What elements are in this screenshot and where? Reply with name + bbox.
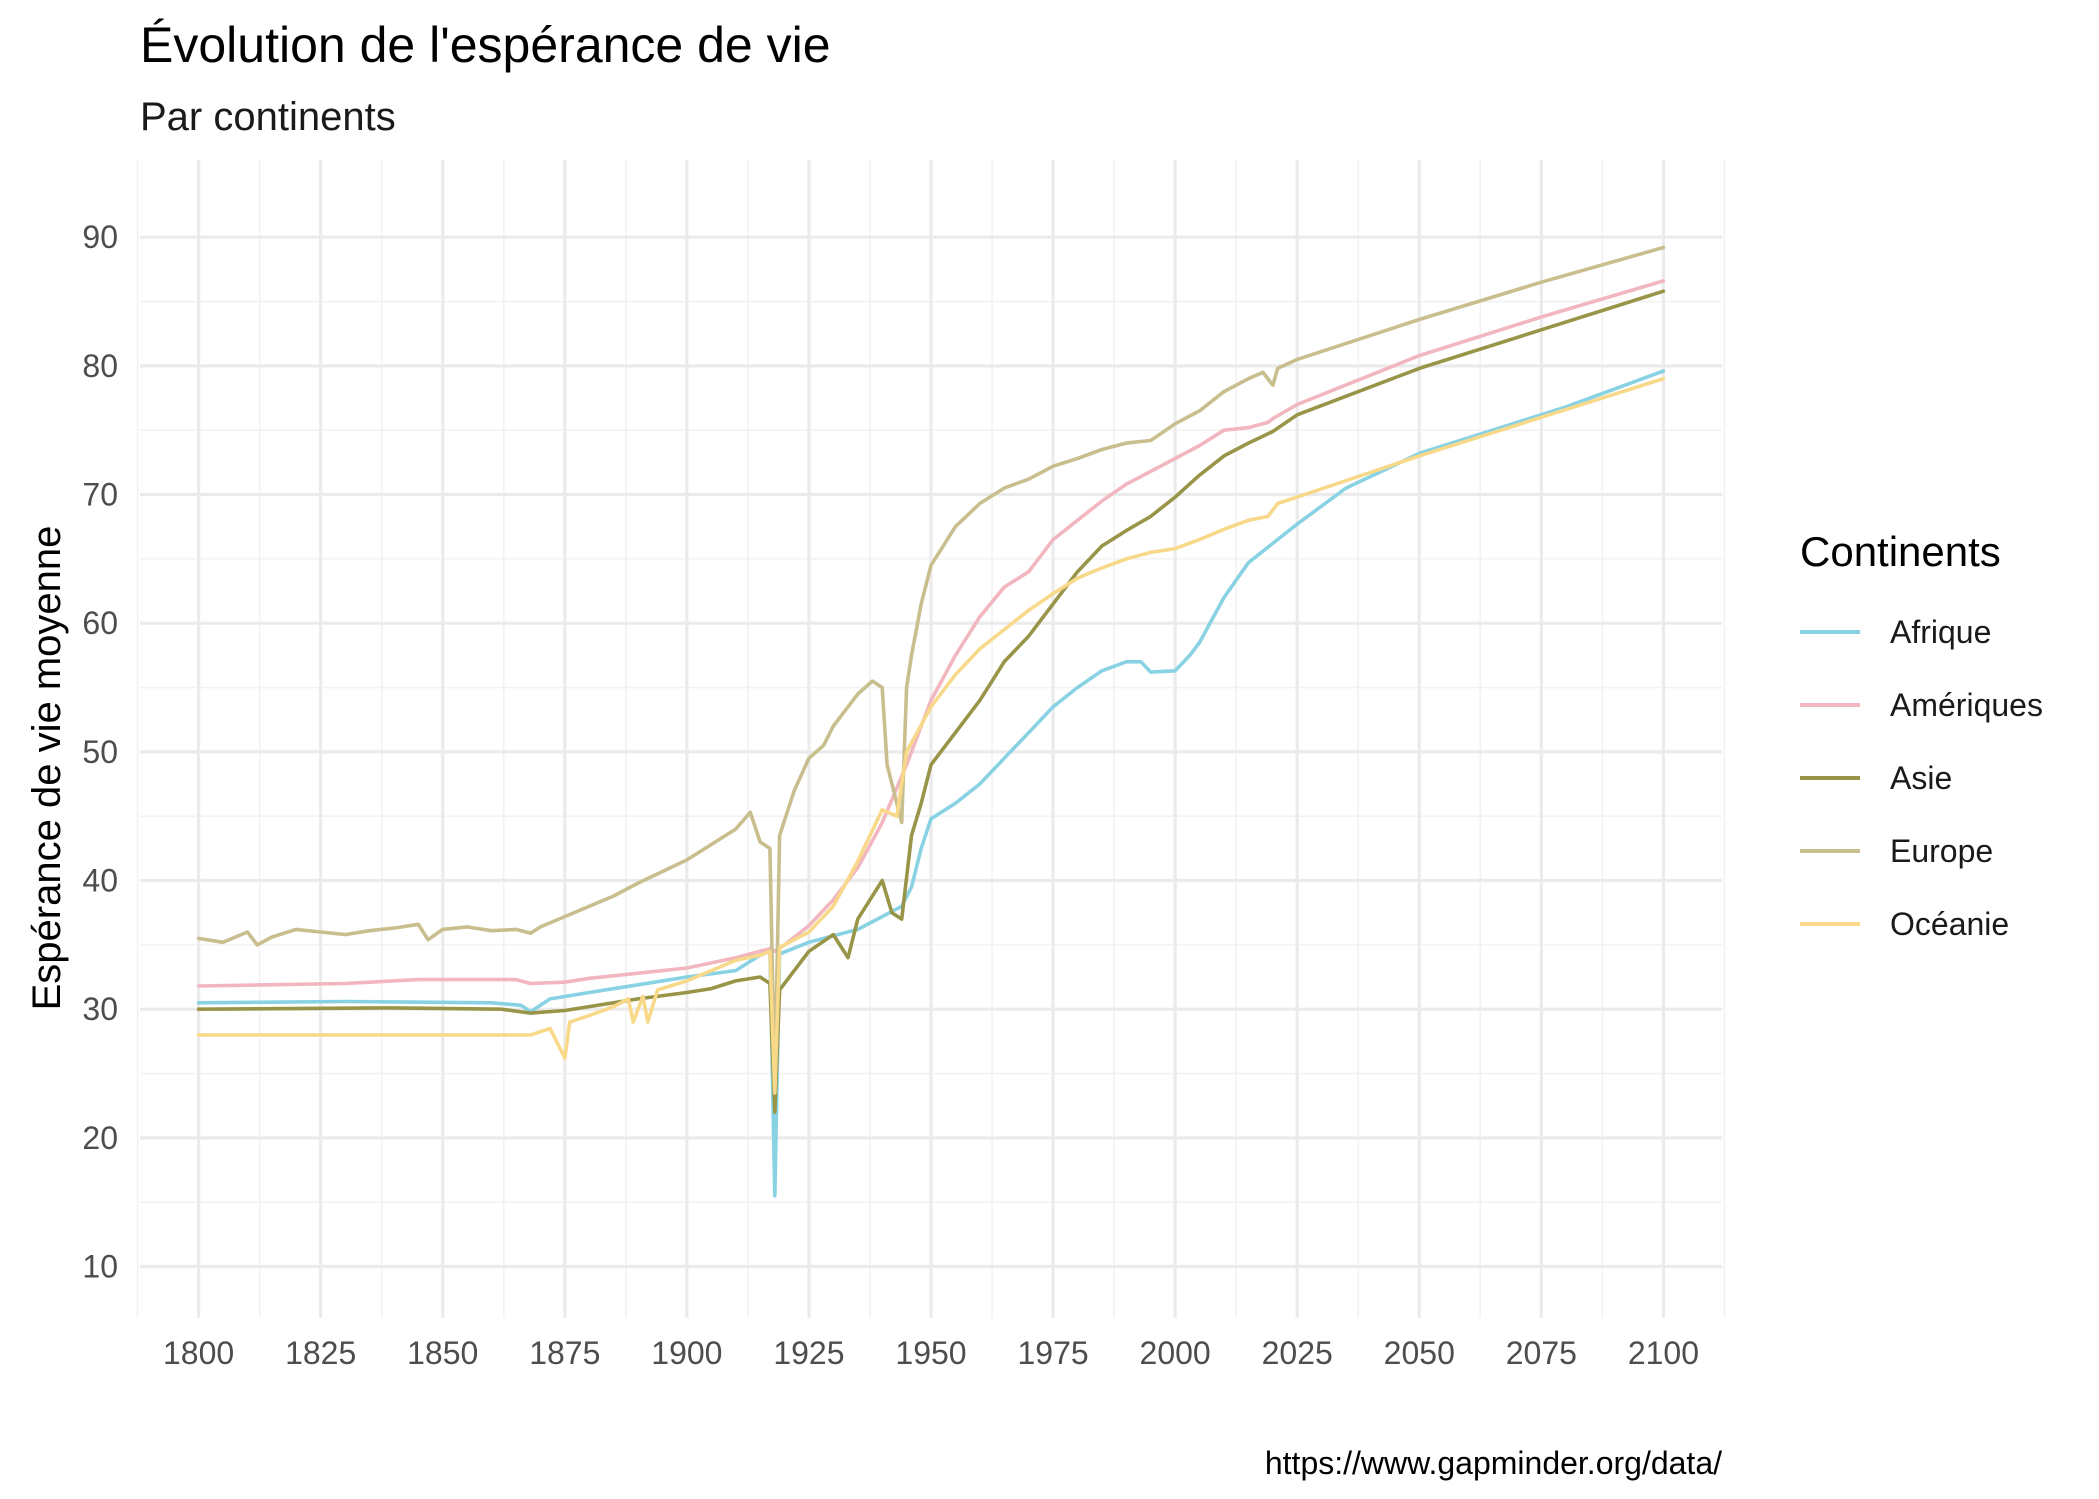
x-tick-label: 1900 — [651, 1335, 722, 1371]
x-tick-label: 1975 — [1017, 1335, 1088, 1371]
series-line-océanie — [196, 376, 1666, 1095]
legend: Continents Afrique Amériques Asie Europe Océ… — [1800, 528, 2043, 942]
x-tick-label: 2000 — [1140, 1335, 1211, 1371]
chart-title: Évolution de l'espérance de vie — [140, 17, 831, 73]
y-tick-label: 10 — [82, 1249, 118, 1285]
legend-label-europe: Europe — [1890, 833, 1993, 869]
y-tick-label: 50 — [82, 734, 118, 770]
y-tick-label: 30 — [82, 991, 118, 1027]
legend-label-asie: Asie — [1890, 760, 1952, 796]
legend-label-afrique: Afrique — [1890, 614, 1991, 650]
y-axis-title: Espérance de vie moyenne — [25, 526, 69, 1011]
y-tick-label: 90 — [82, 219, 118, 255]
series-line-afrique — [196, 369, 1666, 1198]
series-line-amériques — [196, 279, 1666, 988]
x-tick-label: 1950 — [895, 1335, 966, 1371]
x-axis-ticks: 1800 1825 1850 1875 1900 1925 1950 1975 2000 2025… — [163, 1335, 1699, 1371]
chart-caption: https://www.gapminder.org/data/ — [1265, 1445, 1722, 1481]
legend-label-amériques: Amériques — [1890, 687, 2043, 723]
x-tick-label: 1850 — [407, 1335, 478, 1371]
legend-label-océanie: Océanie — [1890, 906, 2009, 942]
series-line-europe — [196, 245, 1666, 1089]
chart-subtitle: Par continents — [140, 95, 396, 139]
x-tick-label: 1800 — [163, 1335, 234, 1371]
gridlines — [136, 160, 1726, 1318]
x-tick-label: 1925 — [773, 1335, 844, 1371]
x-tick-label: 2100 — [1628, 1335, 1699, 1371]
legend-title: Continents — [1800, 528, 2001, 575]
y-axis-ticks: 10 20 30 40 50 60 70 80 90 — [82, 219, 118, 1284]
series-lines — [196, 245, 1666, 1198]
series-line-asie — [196, 289, 1666, 1114]
y-tick-label: 60 — [82, 605, 118, 641]
x-tick-label: 1875 — [529, 1335, 600, 1371]
x-tick-label: 2025 — [1262, 1335, 1333, 1371]
x-tick-label: 2050 — [1384, 1335, 1455, 1371]
y-tick-label: 20 — [82, 1120, 118, 1156]
x-tick-label: 1825 — [285, 1335, 356, 1371]
x-tick-label: 2075 — [1506, 1335, 1577, 1371]
y-tick-label: 40 — [82, 863, 118, 899]
y-tick-label: 80 — [82, 348, 118, 384]
y-tick-label: 70 — [82, 477, 118, 513]
